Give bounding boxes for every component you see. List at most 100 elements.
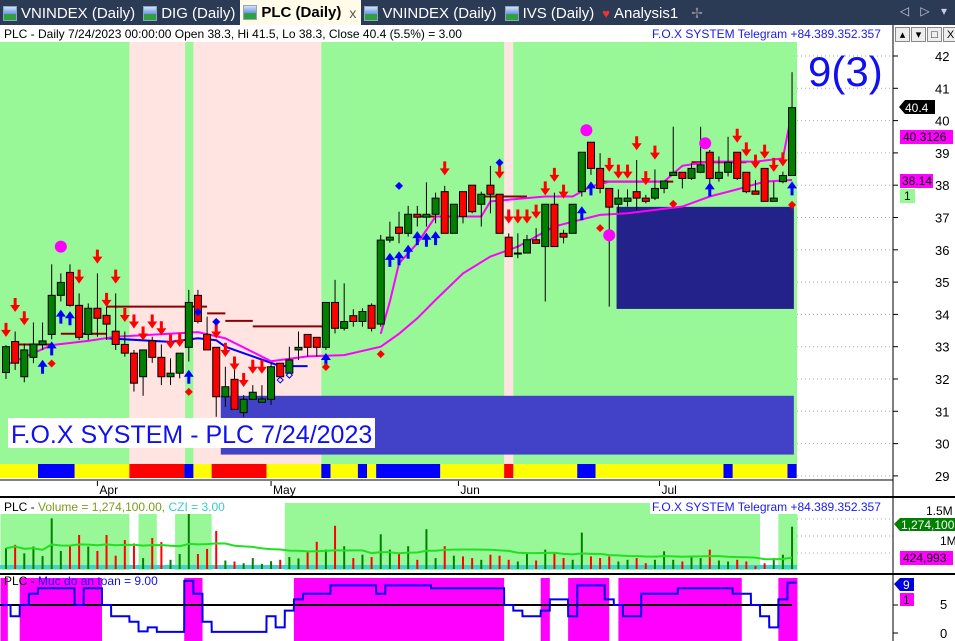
close-pane-button[interactable]: X — [943, 27, 955, 42]
volume-tag-value: 1,274,100 — [901, 518, 955, 532]
buy-arrow-icon — [585, 181, 596, 196]
trend-strip-segment — [37, 464, 75, 478]
price-tick-label: 36 — [935, 243, 949, 258]
buy-arrow-icon — [787, 181, 798, 196]
add-tab-icon[interactable]: ✢ — [691, 5, 703, 21]
safety-zone — [568, 578, 610, 641]
sell-arrow-icon — [750, 154, 761, 169]
main-header: PLC - Daily 7/24/2023 00:00:00 Open 38.3… — [4, 27, 462, 41]
candle-down — [129, 352, 138, 384]
price-tick-label: 41 — [935, 81, 949, 96]
hollow-signal-dot — [285, 371, 294, 379]
pane-controls: ▴ ▾ □ X — [895, 27, 955, 42]
czi-label: CZI = 3.00 — [168, 500, 225, 514]
safety-label: Muc do an toan = 9.00 — [38, 574, 158, 588]
price-tick-label: 42 — [935, 49, 949, 64]
volume-pane — [0, 503, 893, 570]
tab-scroll-arrows[interactable]: ◁ ▷ ▾ — [899, 4, 951, 18]
candle-up — [47, 294, 56, 335]
price-axis[interactable]: 42 41 40 39 38 37 36 35 34 33 32 31 30 29 — [893, 49, 949, 484]
sell-arrow-icon — [156, 321, 167, 336]
candle-down — [75, 304, 84, 338]
close-price-value: 40.4 — [905, 101, 929, 115]
candle-down — [230, 378, 239, 410]
signal-dot — [184, 387, 193, 396]
trend-strip-segment — [577, 464, 596, 478]
telegram-text: F.O.X SYSTEM Telegram +84.389.352.357 — [652, 27, 881, 41]
tab-vnindex-2[interactable]: VNINDEX (Daily) — [361, 2, 501, 25]
candle-up — [267, 366, 276, 400]
candle-up — [724, 161, 733, 173]
buy-arrow-icon — [403, 244, 414, 259]
volume-telegram-bg — [650, 500, 890, 514]
tab-analysis1[interactable]: ♥ Analysis1 — [599, 2, 683, 25]
trend-strip-segment — [787, 464, 797, 478]
price-tick-label: 32 — [935, 372, 949, 387]
close-tab-icon[interactable]: x — [349, 4, 357, 21]
sell-arrow-icon — [247, 359, 258, 374]
price-tick-label: 40 — [935, 114, 949, 129]
buy-arrow-icon — [421, 232, 432, 247]
buy-arrow-icon — [412, 231, 423, 246]
candle-up — [184, 301, 193, 348]
candle-up — [449, 203, 458, 234]
candle-up — [221, 386, 230, 398]
volume-telegram: F.O.X SYSTEM Telegram +84.389.352.357 — [652, 500, 881, 514]
tab-label: Analysis1 — [613, 5, 679, 22]
candle-down — [495, 193, 504, 234]
volume-ma-line — [5, 542, 793, 561]
chart-icon — [243, 5, 258, 20]
sell-arrow-icon — [540, 181, 551, 196]
close-price-tag — [899, 100, 935, 114]
trend-strip-segment — [129, 464, 185, 478]
candlesticks — [2, 72, 797, 417]
volume-tick-1.5m: 1.5M — [926, 504, 953, 518]
dropdown-button[interactable]: ▾ — [911, 27, 926, 42]
buy-arrow-icon — [183, 369, 194, 384]
sell-arrow-icon — [494, 164, 505, 179]
trend-strip-segment — [376, 464, 441, 478]
volume-header-bg — [0, 500, 232, 514]
header-bg — [0, 26, 450, 41]
price-tick-label: 38 — [935, 178, 949, 193]
candle-down — [312, 336, 321, 348]
candle-down — [331, 301, 340, 329]
candle-down — [596, 167, 605, 189]
candle-down — [65, 271, 74, 306]
tab-plc[interactable]: PLC (Daily) x — [240, 0, 362, 25]
volume-ma-value: 424,993 — [903, 551, 947, 565]
sell-arrow-icon — [10, 298, 21, 313]
tab-label: VNINDEX (Daily) — [21, 5, 136, 22]
volume-ma-tag — [900, 551, 953, 565]
signal-dot — [321, 363, 330, 372]
candle-down — [641, 197, 650, 202]
candle-up — [84, 307, 93, 335]
price-tags: 40.4 40.3126 38.14 1 — [899, 100, 953, 203]
candle-down — [440, 191, 449, 234]
sell-arrow-icon — [613, 164, 624, 179]
safety-count-tag — [900, 593, 914, 606]
tab-dig[interactable]: DIG (Daily) — [140, 2, 240, 25]
trend-strip-segment — [321, 464, 331, 478]
candle-up — [139, 349, 148, 378]
buy-arrow-icon — [64, 311, 75, 326]
tab-vnindex-1[interactable]: VNINDEX (Daily) — [0, 2, 140, 25]
tab-ivs[interactable]: IVS (Daily) — [502, 2, 600, 25]
sell-arrow-icon — [439, 161, 450, 176]
candle-up — [340, 321, 349, 329]
safety-tick-0: 0 — [940, 626, 947, 641]
sell-arrow-icon — [211, 324, 222, 339]
candle-down — [93, 307, 102, 319]
chart-area[interactable]: F.O.X SYSTEM - PLC 7/24/2023 9(3) PLC - … — [0, 25, 955, 641]
sell-arrow-icon — [777, 152, 788, 167]
maximize-button[interactable]: □ — [927, 27, 942, 42]
volume-prefix: PLC - — [4, 500, 38, 514]
sell-arrow-icon — [19, 311, 30, 326]
peak-circle — [580, 124, 593, 137]
sell-arrow-icon — [558, 184, 569, 199]
candle-up — [669, 171, 678, 177]
candle-down — [468, 184, 477, 213]
scroll-up-button[interactable]: ▴ — [895, 27, 910, 42]
chart-icon — [3, 6, 17, 21]
candle-down — [751, 190, 760, 195]
